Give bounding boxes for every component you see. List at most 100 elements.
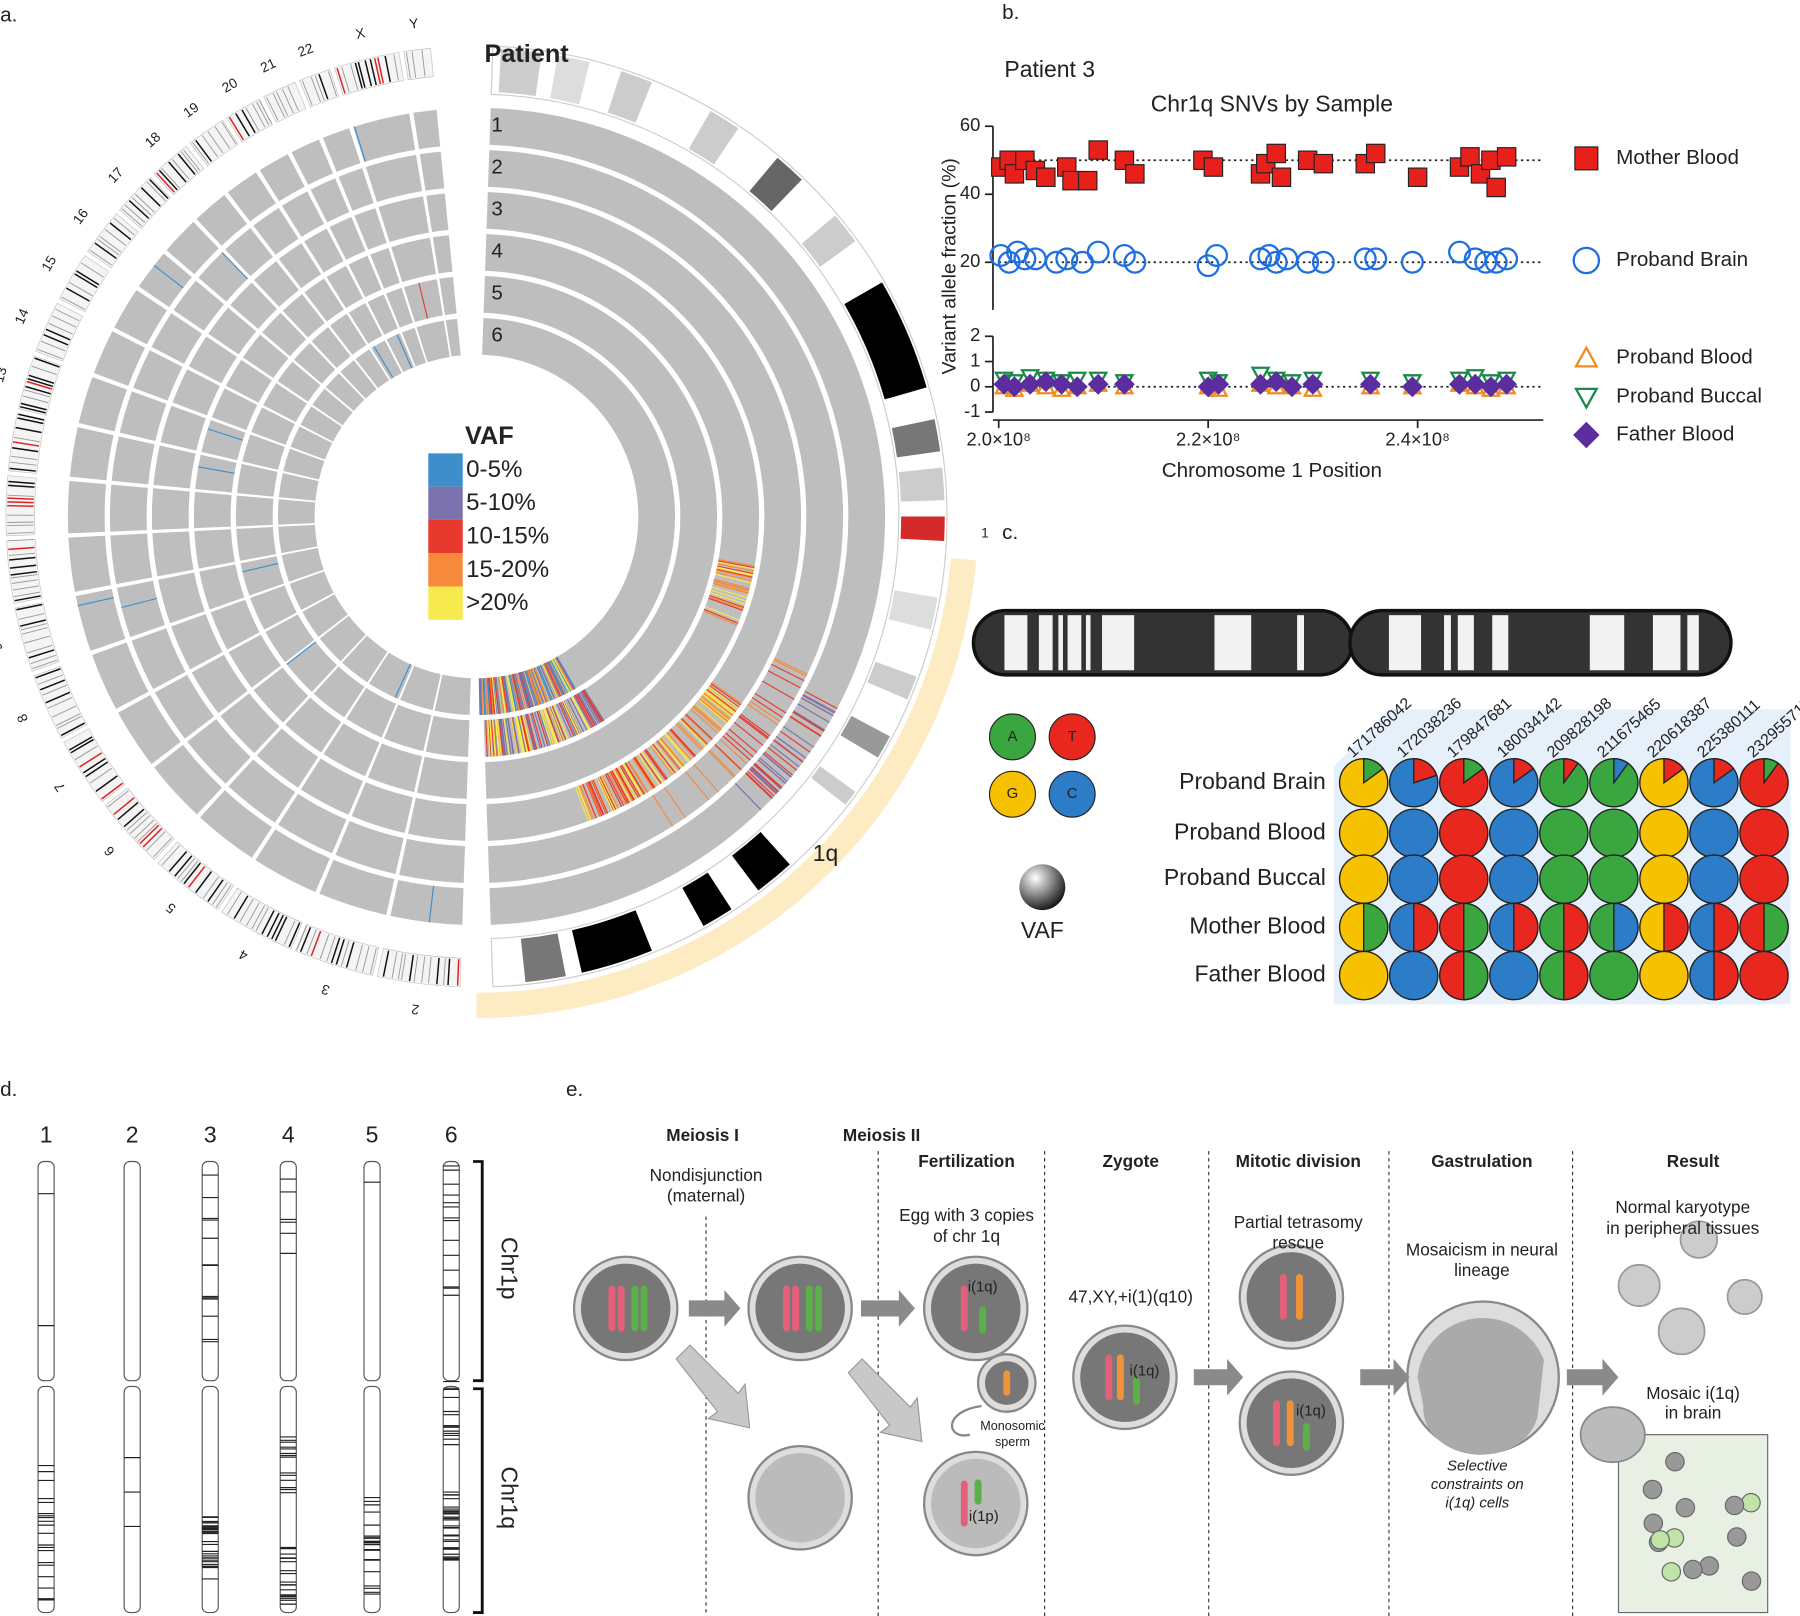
x-tick-label: 2.0×10⁸ [966,429,1030,450]
patient-ring [253,207,299,255]
variant-tick [496,719,502,756]
variant-tick [664,787,686,818]
ideogram-band [443,958,446,985]
variant-tick [692,706,721,732]
variant-tick [771,663,805,682]
variant-tick [514,716,523,753]
ideogram-band [221,121,237,145]
marker [1360,373,1381,395]
sperm-label: sperm [995,1435,1030,1449]
ideogram-band [421,956,426,983]
variant-tick [669,729,696,757]
variant-tick [707,750,735,778]
variant-tick [571,696,590,730]
ideogram [403,47,434,81]
variant-tick [774,657,808,675]
variant-tick [509,674,519,711]
caption: lineage [1454,1260,1509,1280]
patient-ring [152,531,194,577]
variant-tick [708,749,736,777]
ideogram-band [124,204,146,223]
brain [1579,1406,1646,1464]
ideogram-band [65,287,90,302]
variant-tick [573,695,593,728]
variant-tick [492,719,497,757]
marker [1574,345,1599,368]
ideogram-band [350,64,359,90]
chromosome [960,1285,968,1332]
patient-ring [281,548,324,582]
ideogram-band [212,882,228,905]
patient-ring [367,743,423,793]
variant-tick [529,669,543,705]
chr1-band [840,715,890,758]
stage-title: Meiosis I [666,1125,739,1145]
variant-tick [153,264,184,289]
ideogram-band [195,871,213,894]
genotype-alt [1713,902,1739,953]
chromosome-band [1589,615,1625,671]
marker [1035,371,1057,393]
variant-tick [482,678,486,715]
ideogram-band [27,378,54,388]
patient-ring [386,287,413,328]
variant-tick [489,677,494,715]
patient-ring [277,499,316,525]
blood-cell [1726,1278,1763,1316]
patient-ring [419,151,445,191]
patient-ring [485,234,760,799]
patient-ring [265,614,315,663]
ideogram-band [76,270,100,286]
ideogram-band [183,149,201,171]
variant-tick [609,771,628,805]
variant-tick [576,693,596,727]
patient-ring [171,614,223,670]
variant-tick [762,752,792,778]
variant-tick [534,711,546,748]
variant-tick [754,692,787,714]
legend-swatch [428,553,463,587]
ideogram-band [28,374,55,384]
ideogram-band [60,722,85,737]
sample-label: Father Blood [1194,961,1325,987]
variant-tick [536,710,549,747]
chr1-band [811,766,856,805]
patient-ring [286,641,337,692]
chromosome-band [1388,615,1422,671]
patient-ring [342,635,388,683]
variant-tick [515,716,525,753]
variant-tick [495,719,501,756]
variant-tick [550,660,568,694]
ideogram-band [32,659,58,670]
patient-ring [256,728,319,788]
variant-tick [507,675,516,712]
variant-tick [745,772,773,799]
variant-tick [512,674,522,711]
ideogram-band [226,891,242,915]
patient-ring [195,454,237,493]
variant-tick [488,677,493,715]
variant-tick [550,706,565,741]
genotype-alt [1713,757,1735,785]
ideogram-band [9,467,36,472]
ideogram-band [134,819,155,839]
variant-tick [418,282,429,319]
chromosome [1116,1354,1124,1401]
legend-label: 5-10% [466,489,536,516]
chromosome-label: 17 [105,165,126,186]
variant-tick [521,671,534,708]
x-tick-label: 2.4×10⁸ [1385,429,1449,450]
cell-nucleus [755,1263,845,1354]
chromosome [640,1285,648,1332]
chromosome-label: 6 [101,843,117,859]
ideogram-band [214,126,231,149]
patient-ring [291,139,334,185]
variant-tick [519,672,531,708]
ideogram-band [20,402,47,411]
genotype [1539,808,1589,859]
genotype [1489,950,1539,1001]
variant-tick [508,674,518,712]
patient-ring [116,580,165,638]
